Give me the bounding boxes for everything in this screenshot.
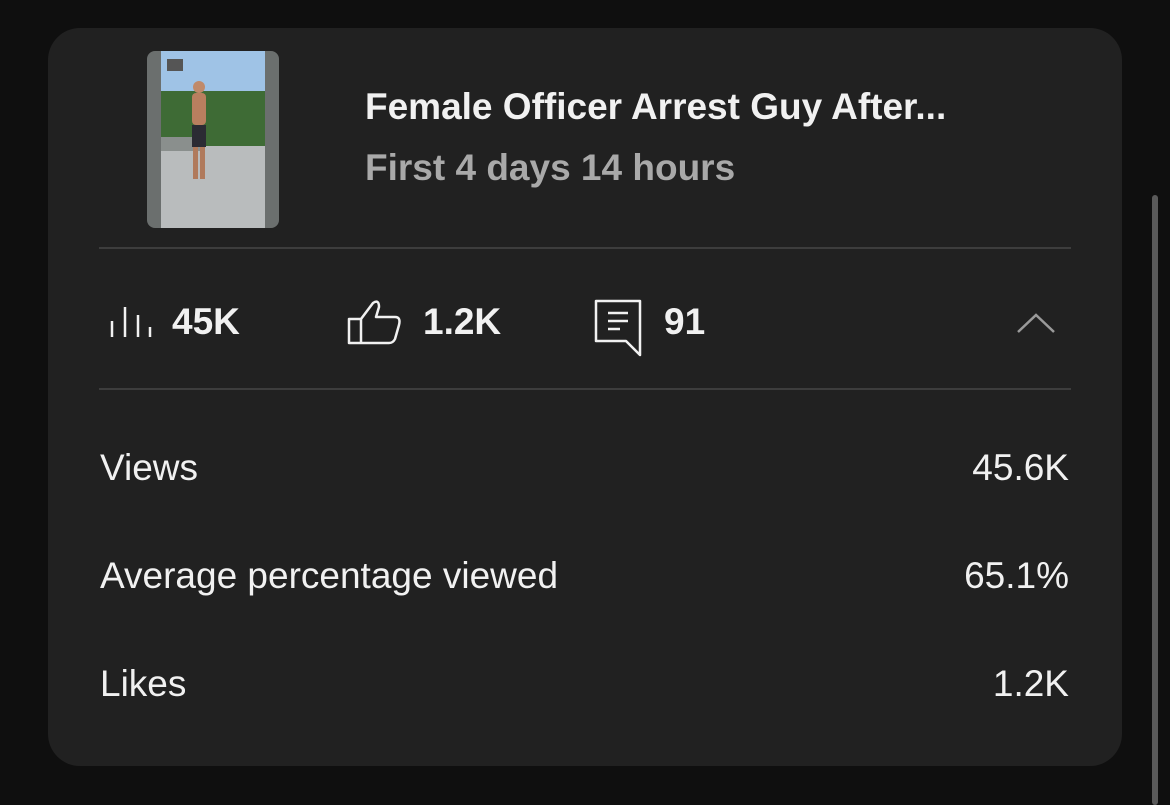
- collapse-button[interactable]: [1016, 312, 1056, 334]
- thumbnail-image: [161, 51, 265, 228]
- metric-value: 65.1%: [964, 555, 1069, 596]
- metric-label: Likes: [100, 663, 187, 704]
- views-icon: [110, 307, 152, 337]
- metric-value: 45.6K: [972, 447, 1069, 488]
- likes-stat: 1.2K: [347, 300, 502, 345]
- likes-count: 1.2K: [423, 301, 502, 342]
- video-period: First 4 days 14 hours: [365, 147, 736, 188]
- divider: [99, 247, 1071, 249]
- metric-row: Likes 1.2K: [100, 663, 1069, 705]
- metric-row: Views 45.6K: [100, 447, 1069, 489]
- metric-row: Average percentage viewed 65.1%: [100, 555, 1069, 597]
- metric-label: Views: [100, 447, 199, 488]
- metric-value: 1.2K: [992, 663, 1069, 704]
- video-card: Female Officer Arrest Guy After... First…: [48, 28, 1122, 766]
- comment-icon: [594, 299, 642, 357]
- metric-label: Average percentage viewed: [100, 555, 559, 596]
- comments-count: 91: [664, 301, 706, 342]
- video-thumbnail[interactable]: [147, 51, 279, 228]
- scrollbar[interactable]: [1152, 195, 1158, 805]
- views-stat: 45K: [108, 300, 240, 344]
- video-title[interactable]: Female Officer Arrest Guy After...: [365, 86, 947, 127]
- views-count: 45K: [172, 301, 240, 342]
- comments-stat: 91: [594, 299, 706, 357]
- like-icon: [347, 300, 401, 345]
- divider: [99, 388, 1071, 390]
